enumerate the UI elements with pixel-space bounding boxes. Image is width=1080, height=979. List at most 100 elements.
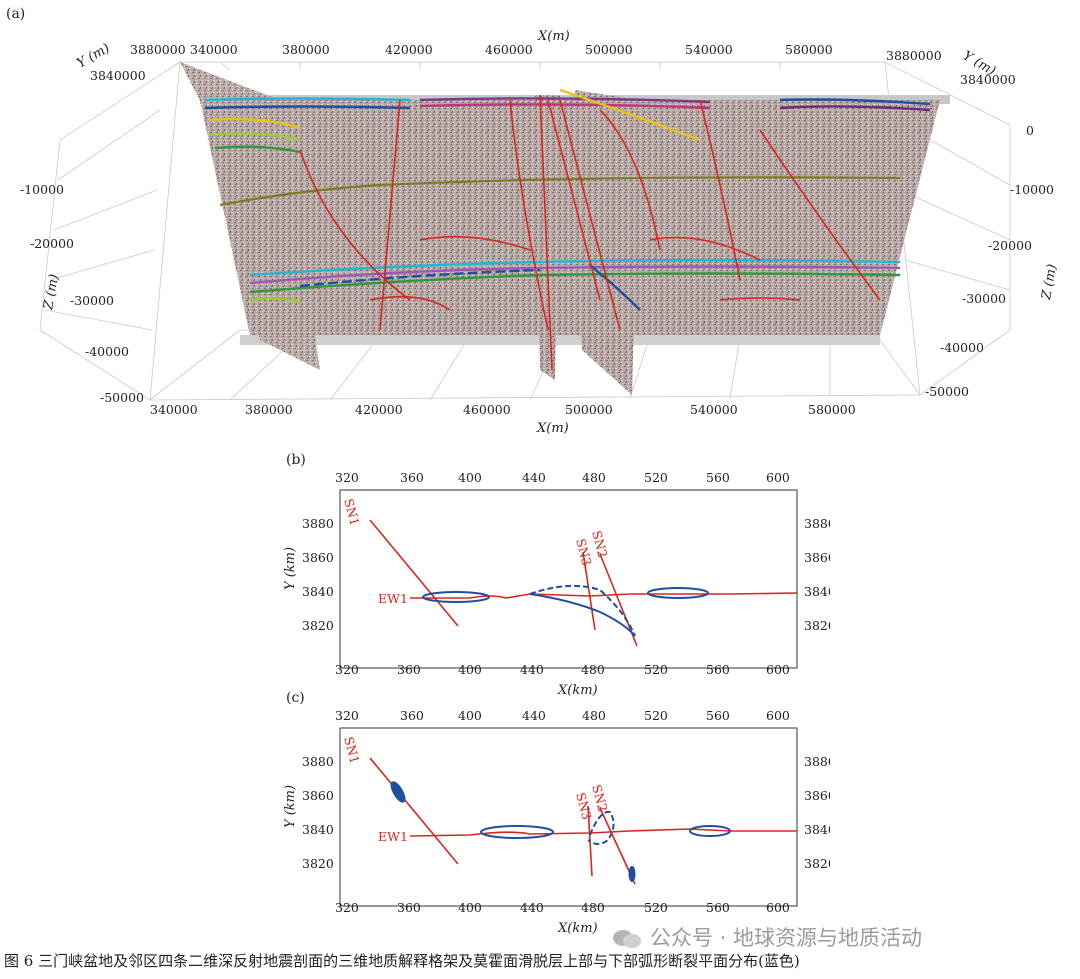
panel-a-label: (a) [6,6,26,22]
b-label-sn2: SN2 [589,529,611,559]
b-x-tick-bottom-3: 440 [520,662,544,677]
x-tick-bottom-1: 380000 [245,402,293,417]
z-tick-left-5: -50000 [100,390,144,405]
b-y-tick-left-3: 3820 [302,618,334,633]
c-x-tick-top-0: 320 [335,708,359,723]
b-label-ew1: EW1 [378,591,408,606]
c-x-tick-top-4: 480 [582,708,606,723]
y-tick-left-1: 3840000 [90,68,146,83]
watermark-text: 公众号 · 地球资源与地质活动 [650,926,923,950]
c-x-tick-bottom-6: 560 [706,900,730,915]
c-x-tick-bottom-5: 520 [644,900,668,915]
c-x-tick-top-2: 400 [458,708,482,723]
b-y-tick-left-2: 3840 [302,584,334,599]
c-x-tick-bottom-4: 480 [581,900,605,915]
x-tick-top-3: 460000 [485,42,533,57]
panel-b-fault-map: 320 360 400 440 480 520 560 600 320 360 … [283,470,830,698]
b-x-tick-top-0: 320 [335,470,359,485]
fault-lines [299,94,881,371]
x-tick-top-5: 540000 [685,42,733,57]
y-tick-right-0: 3880000 [886,48,942,63]
c-y-tick-right-0: 3880 [804,754,830,769]
seismic-section-sn3 [535,95,560,380]
z-tick-right-3: -30000 [962,291,1006,306]
z-axis-title-left: Z (m) [41,273,62,312]
panel-c-fault-map: 320 360 400 440 480 520 560 600 320 360 … [283,708,830,936]
panel-a-3d-seismic-view: -10000 -20000 -30000 -40000 -50000 Z (m)… [20,29,1060,436]
b-x-axis-title: X(km) [557,683,598,698]
z-tick-right-5: -50000 [925,384,969,399]
c-x-tick-top-7: 600 [766,708,790,723]
z-tick-left-2: -20000 [30,236,74,251]
c-x-tick-bottom-1: 360 [397,900,421,915]
x-tick-top-4: 500000 [585,42,633,57]
b-x-tick-top-6: 560 [706,470,730,485]
c-y-tick-right-3: 3820 [804,856,830,871]
b-y-tick-left-0: 3880 [302,516,334,531]
c-x-tick-top-1: 360 [400,708,424,723]
b-x-tick-bottom-0: 320 [335,662,359,677]
y-axis-title-left: Y (m) [75,41,113,72]
x-tick-bottom-0: 340000 [150,402,198,417]
x-tick-bottom-4: 500000 [565,402,613,417]
horizons-upper [204,88,931,154]
z-tick-right-0: 0 [1026,123,1034,138]
b-x-tick-top-4: 480 [582,470,606,485]
x-tick-top-6: 580000 [785,42,833,57]
c-label-sn2: SN2 [589,783,611,813]
b-x-tick-bottom-4: 480 [581,662,605,677]
c-x-axis-title: X(km) [557,921,598,936]
b-x-tick-bottom-1: 360 [397,662,421,677]
b-x-tick-top-3: 440 [522,470,546,485]
b-x-tick-top-1: 360 [400,470,424,485]
b-x-tick-bottom-6: 560 [706,662,730,677]
b-y-tick-right-2: 3840 [804,584,830,599]
seismic-section-sn2 [575,90,640,395]
y-tick-right-1: 3840000 [960,72,1016,87]
c-label-sn3: SN3 [573,791,595,821]
b-y-tick-right-0: 3880 [804,516,830,531]
wechat-icon [613,930,641,948]
c-y-tick-left-1: 3860 [302,788,334,803]
x-tick-bottom-3: 460000 [463,402,511,417]
x-tick-top-0: 340000 [190,42,238,57]
c-y-tick-left-0: 3880 [302,754,334,769]
b-x-tick-bottom-7: 600 [766,662,790,677]
c-x-tick-bottom-3: 440 [520,900,544,915]
z-tick-left-4: -40000 [85,344,129,359]
c-y-tick-left-2: 3840 [302,822,334,837]
b-x-tick-top-2: 400 [458,470,482,485]
x-tick-bottom-6: 580000 [808,402,856,417]
x-tick-bottom-2: 420000 [355,402,403,417]
c-y-axis-title: Y (km) [283,785,298,828]
x-tick-top-2: 420000 [385,42,433,57]
panel-c-label: (c) [286,690,305,706]
z-tick-right-2: -20000 [988,238,1032,253]
c-label-sn1: SN1 [341,735,363,765]
b-y-tick-left-1: 3860 [302,550,334,565]
c-x-tick-top-5: 520 [644,708,668,723]
z-tick-right-4: -40000 [940,340,984,355]
z-tick-left-1: -10000 [20,182,64,197]
panel-b-label: (b) [286,452,306,468]
horizons-lower [249,258,901,311]
seismic-section-sn1 [180,62,320,370]
c-x-tick-bottom-0: 320 [335,900,359,915]
x-axis-title-bottom: X(m) [536,421,569,436]
b-x-tick-top-5: 520 [644,470,668,485]
x-tick-bottom-5: 540000 [690,402,738,417]
z-tick-left-3: -30000 [70,293,114,308]
b-y-tick-right-1: 3860 [804,550,830,565]
c-x-tick-bottom-7: 600 [766,900,790,915]
y-tick-left-0: 3880000 [130,42,186,57]
b-x-tick-top-7: 600 [766,470,790,485]
c-label-ew1: EW1 [378,829,408,844]
x-axis-title-top: X(m) [537,29,570,44]
z-tick-right-1: -10000 [1010,182,1054,197]
b-y-tick-right-3: 3820 [804,618,830,633]
b-x-tick-bottom-5: 520 [644,662,668,677]
c-x-tick-top-3: 440 [522,708,546,723]
c-y-tick-left-3: 3820 [302,856,334,871]
b-label-sn1: SN1 [341,497,363,527]
c-x-tick-bottom-2: 400 [458,900,482,915]
